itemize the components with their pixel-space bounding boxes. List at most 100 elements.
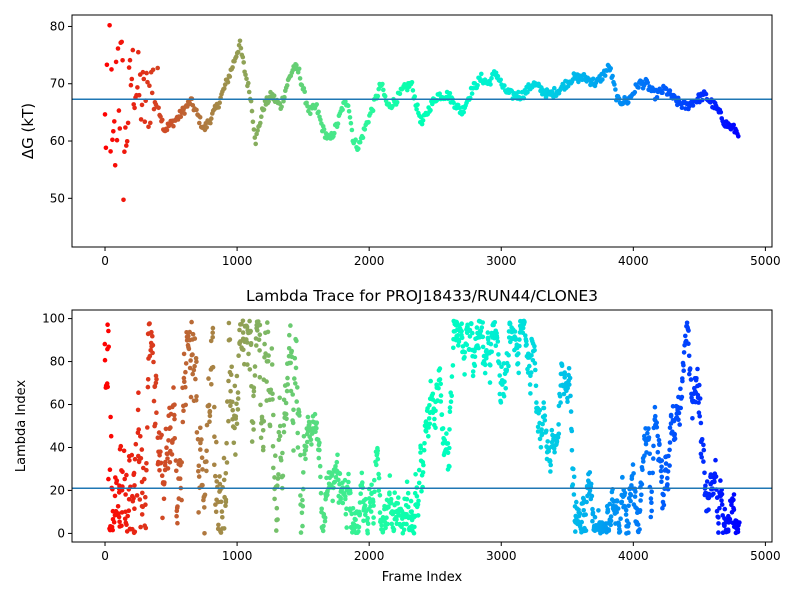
lambda-point bbox=[137, 497, 143, 502]
lambda-point bbox=[375, 448, 381, 453]
lambda-point bbox=[377, 493, 383, 498]
lambda-point bbox=[534, 400, 539, 405]
lambda-point bbox=[158, 449, 163, 455]
lambda-point bbox=[655, 449, 661, 455]
lambda-point bbox=[314, 425, 319, 431]
lambda-point bbox=[416, 480, 422, 486]
lambda-point bbox=[249, 439, 255, 444]
lambda-point bbox=[561, 391, 567, 397]
lambda-point bbox=[422, 441, 427, 446]
deltaG-point bbox=[479, 71, 484, 77]
deltaG-point bbox=[284, 83, 290, 88]
lambda-point bbox=[676, 417, 681, 423]
lambda-point bbox=[668, 414, 674, 419]
lambda-point bbox=[527, 382, 533, 387]
lambda-point bbox=[631, 471, 636, 476]
lambda-point bbox=[174, 513, 179, 519]
deltaG-point bbox=[252, 135, 258, 140]
deltaG-point bbox=[565, 83, 571, 89]
lambda-point bbox=[427, 403, 432, 408]
lambda-point bbox=[113, 509, 119, 514]
deltaG-point bbox=[136, 92, 142, 98]
deltaG-point bbox=[147, 83, 152, 88]
lambda-point bbox=[719, 502, 725, 507]
lambda-point bbox=[248, 328, 253, 334]
lambda-point bbox=[144, 467, 149, 473]
lambda-point bbox=[245, 362, 250, 367]
lambda-point bbox=[371, 515, 376, 520]
deltaG-point bbox=[171, 123, 176, 129]
lambda-point bbox=[356, 524, 362, 530]
lambda-point bbox=[633, 489, 638, 494]
lambda-point bbox=[294, 399, 300, 404]
deltaG-point bbox=[679, 105, 685, 110]
deltaG-point bbox=[502, 83, 507, 88]
lambda-point bbox=[271, 465, 276, 471]
lambda-point bbox=[194, 394, 199, 399]
deltaG-point bbox=[120, 58, 125, 63]
lambda-point bbox=[679, 394, 685, 400]
lambda-point bbox=[154, 410, 159, 416]
deltaG-point bbox=[552, 85, 557, 91]
lambda-point bbox=[158, 460, 164, 466]
lambda-point bbox=[395, 501, 401, 506]
lambda-point bbox=[562, 371, 567, 377]
deltaG-axes-frame bbox=[71, 14, 773, 248]
lambda-point bbox=[237, 327, 242, 333]
lambda-point bbox=[269, 362, 275, 367]
lambda-point bbox=[183, 402, 188, 408]
lambda-point bbox=[418, 450, 423, 455]
lambda-point bbox=[676, 410, 682, 416]
lambda-point bbox=[541, 405, 547, 411]
deltaG-x-tick-label: 4000 bbox=[618, 254, 649, 268]
deltaG-point bbox=[271, 93, 277, 98]
lambda-point bbox=[105, 322, 110, 328]
lambda-point bbox=[334, 459, 340, 465]
lambda-point bbox=[426, 434, 431, 439]
deltaG-point bbox=[451, 100, 456, 105]
lambda-point bbox=[716, 530, 721, 535]
lambda-point bbox=[476, 345, 481, 351]
lambda-point bbox=[167, 460, 173, 465]
deltaG-point bbox=[690, 103, 696, 108]
lambda-point bbox=[265, 329, 271, 335]
lambda-point bbox=[686, 341, 691, 347]
lambda-point bbox=[330, 498, 336, 504]
lambda-point bbox=[687, 371, 692, 377]
lambda-point bbox=[316, 455, 322, 461]
lambda-point bbox=[321, 523, 326, 529]
lambda-point bbox=[150, 350, 155, 356]
lambda-point bbox=[512, 329, 518, 334]
deltaG-point bbox=[129, 76, 135, 82]
lambda-point bbox=[143, 525, 149, 531]
lambda-point bbox=[587, 470, 593, 475]
lambda-point bbox=[295, 430, 301, 436]
lambda-point bbox=[363, 496, 369, 502]
lambda-point bbox=[147, 353, 153, 359]
deltaG-point bbox=[240, 54, 246, 60]
lambda-point bbox=[212, 434, 217, 440]
lambda-point bbox=[293, 365, 299, 371]
lambda-point bbox=[275, 476, 281, 481]
deltaG-point bbox=[612, 82, 617, 87]
lambda-point bbox=[472, 363, 478, 369]
lambda-point bbox=[252, 364, 258, 369]
lambda-point bbox=[234, 373, 240, 379]
lambda-point bbox=[716, 515, 721, 520]
lambda-point bbox=[661, 502, 667, 508]
lambda-point bbox=[198, 425, 203, 431]
lambda-point bbox=[123, 520, 129, 525]
lambda-point bbox=[659, 474, 665, 480]
lambda-point bbox=[690, 416, 695, 421]
lambda-point bbox=[580, 500, 586, 506]
lambda-point bbox=[567, 382, 572, 387]
lambda-point bbox=[207, 419, 212, 425]
deltaG-point bbox=[608, 66, 613, 71]
lambda-point bbox=[493, 343, 499, 349]
lambda-point bbox=[216, 522, 221, 528]
lambda-point bbox=[270, 391, 275, 397]
lambda-point bbox=[695, 366, 700, 372]
lambda-point bbox=[680, 378, 685, 384]
lambda-point bbox=[181, 375, 187, 381]
deltaG-point bbox=[104, 62, 110, 68]
